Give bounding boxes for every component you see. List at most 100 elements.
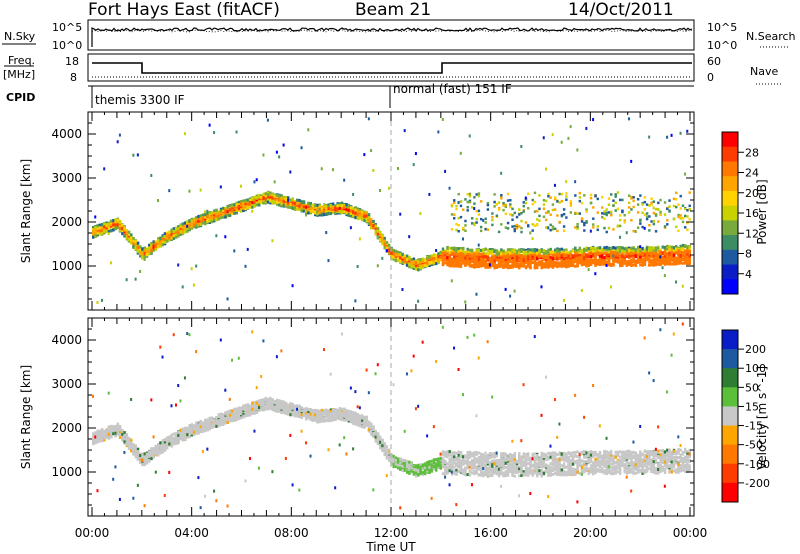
- power-cell: [598, 254, 602, 258]
- power-cell: [298, 199, 301, 203]
- power-cell: [688, 204, 691, 208]
- power-cell: [679, 247, 682, 251]
- power-cell: [513, 224, 516, 228]
- power-cell: [367, 213, 371, 217]
- power-cell: [518, 258, 521, 262]
- power-cell: [650, 197, 653, 200]
- power-cell: [571, 249, 575, 253]
- power-cell: [459, 262, 463, 266]
- power-cell: [459, 264, 463, 268]
- power-cell: [538, 207, 541, 211]
- power-cell: [365, 212, 368, 216]
- power-cell: [527, 224, 530, 227]
- power-cell: [576, 251, 579, 255]
- power-cell: [170, 235, 173, 239]
- power-cell: [684, 226, 687, 229]
- power-cell: [641, 203, 644, 206]
- power-cell: [421, 265, 425, 269]
- power-cell: [491, 260, 494, 264]
- power-cell: [636, 250, 640, 254]
- power-cell: [540, 248, 543, 252]
- power-scatter: [262, 153, 265, 157]
- power-cell: [578, 199, 582, 203]
- power-cell: [197, 220, 200, 224]
- power-cell: [565, 261, 568, 265]
- power-cell: [199, 223, 203, 227]
- power-cell: [513, 253, 516, 257]
- power-cell: [589, 196, 593, 200]
- power-cell: [551, 258, 555, 262]
- power-cell: [645, 203, 649, 206]
- power-scatter: [585, 126, 588, 130]
- power-cell: [358, 214, 362, 218]
- power-cell: [237, 207, 241, 211]
- power-cell: [565, 192, 568, 195]
- power-cell: [544, 251, 548, 255]
- power-cell: [610, 213, 613, 217]
- power-cell: [453, 246, 456, 250]
- power-cell: [616, 251, 620, 255]
- power-cell: [473, 255, 476, 259]
- power-cell: [616, 254, 620, 258]
- power-cell: [677, 255, 680, 259]
- power-cell: [686, 228, 689, 232]
- cpid-segment-1: themis 3300 IF: [95, 93, 185, 107]
- power-cell: [672, 217, 676, 221]
- power-cell: [594, 249, 597, 253]
- power-cell: [553, 254, 557, 258]
- power-cell: [668, 199, 671, 202]
- power-cell: [592, 206, 595, 209]
- power-cell: [502, 208, 505, 212]
- freq-tick-low: 8: [70, 71, 77, 84]
- power-cell: [210, 211, 214, 215]
- power-cell: [520, 211, 523, 215]
- power-cell: [603, 260, 606, 264]
- power-cell: [641, 251, 644, 255]
- power-cell: [502, 251, 505, 255]
- power-cell: [574, 194, 577, 197]
- power-cell: [531, 256, 534, 260]
- power-cell: [459, 247, 463, 251]
- power-scatter: [513, 289, 516, 293]
- power-cell: [666, 261, 669, 265]
- power-scatter: [204, 210, 207, 214]
- power-cell: [311, 206, 315, 210]
- power-cell: [464, 224, 467, 227]
- power-cell: [183, 230, 187, 234]
- power-cell: [450, 251, 454, 255]
- power-cell: [603, 212, 606, 216]
- power-cell: [515, 261, 519, 265]
- power-cell: [417, 263, 420, 267]
- power-cell: [560, 199, 564, 203]
- power-cell: [522, 264, 525, 268]
- power-cell: [114, 218, 117, 222]
- power-cell: [264, 196, 268, 200]
- power-scatter: [625, 231, 628, 235]
- power-cell: [455, 255, 458, 259]
- power-cell: [538, 254, 541, 258]
- power-cell: [580, 258, 584, 262]
- power-cell: [518, 266, 521, 270]
- power-cell: [475, 264, 478, 268]
- power-cell: [116, 218, 120, 222]
- power-cell: [663, 259, 667, 263]
- freq-trace: [92, 62, 692, 74]
- power-cell: [623, 258, 626, 262]
- power-cell: [459, 254, 463, 258]
- power-cell: [154, 240, 158, 244]
- power-cell: [500, 261, 503, 265]
- power-cell: [580, 248, 584, 252]
- power-cell: [479, 229, 483, 233]
- power-cell: [450, 204, 454, 208]
- power-cell: [650, 246, 653, 250]
- power-cell: [466, 192, 469, 196]
- power-cell: [618, 253, 622, 257]
- power-cell: [192, 223, 196, 227]
- power-cell: [527, 207, 530, 210]
- power-cell: [495, 249, 499, 253]
- power-scatter: [488, 263, 491, 267]
- power-cell: [466, 247, 469, 251]
- power-cell: [293, 206, 297, 210]
- y-tick-label: 1000: [51, 259, 82, 273]
